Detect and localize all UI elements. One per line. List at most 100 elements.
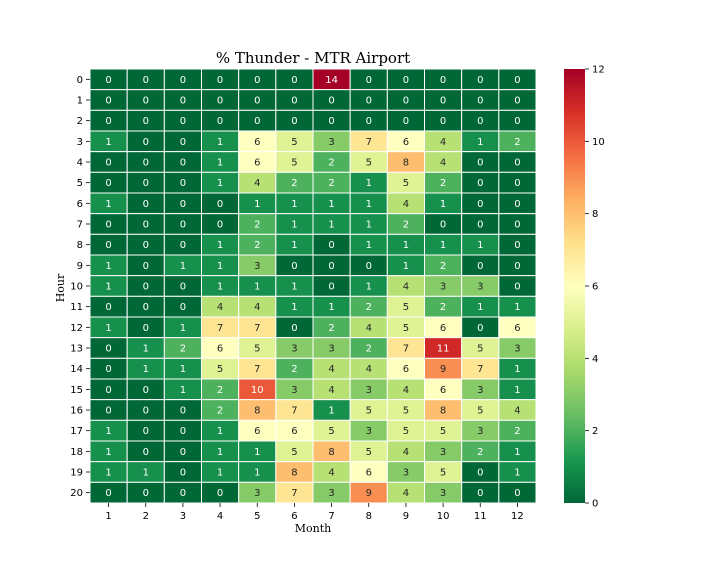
- cell-value-label: 6: [440, 323, 446, 334]
- cell-value-label: 0: [477, 75, 483, 86]
- cell-value-label: 5: [477, 344, 483, 355]
- cell-value-label: 3: [403, 468, 409, 479]
- cell-value-label: 4: [366, 323, 372, 334]
- cell-value-label: 3: [477, 282, 483, 293]
- cell-value-label: 0: [477, 323, 483, 334]
- cell-value-label: 0: [180, 447, 186, 458]
- cell-value-label: 11: [437, 344, 450, 355]
- cell-value-label: 2: [328, 158, 334, 169]
- colorbar-tick-label: 4: [592, 354, 598, 365]
- colorbar-tick-label: 6: [592, 282, 598, 293]
- cell-value-label: 3: [514, 344, 520, 355]
- colorbar-tick-label: 10: [592, 137, 605, 148]
- cell-value-label: 0: [180, 199, 186, 210]
- colorbar-tick-label: 0: [592, 499, 598, 510]
- cell-value-label: 7: [254, 364, 260, 375]
- cell-value-label: 0: [514, 488, 520, 499]
- cell-value-label: 8: [403, 158, 409, 169]
- cell-value-label: 0: [105, 385, 111, 396]
- y-tick-label: 19: [70, 468, 83, 479]
- cell-value-label: 0: [105, 406, 111, 417]
- cell-value-label: 0: [180, 240, 186, 251]
- cell-value-label: 0: [217, 488, 223, 499]
- colorbar-tick-label: 12: [592, 65, 605, 76]
- cell-value-label: 4: [440, 137, 446, 148]
- cell-value-label: 3: [254, 488, 260, 499]
- cell-value-label: 2: [254, 240, 260, 251]
- cell-value-label: 1: [477, 302, 483, 313]
- cell-value-label: 0: [180, 158, 186, 169]
- y-tick-label: 11: [70, 302, 83, 313]
- cell-value-label: 0: [143, 447, 149, 458]
- cell-value-label: 1: [217, 158, 223, 169]
- x-tick-label: 12: [511, 511, 524, 522]
- cell-value-label: 0: [477, 116, 483, 127]
- x-tick-label: 6: [291, 511, 297, 522]
- cell-value-label: 8: [440, 406, 446, 417]
- cell-value-label: 0: [143, 323, 149, 334]
- y-tick-label: 1: [77, 96, 83, 107]
- cell-value-label: 0: [143, 158, 149, 169]
- cell-value-label: 3: [328, 137, 334, 148]
- cell-value-label: 7: [291, 488, 297, 499]
- cell-value-label: 0: [105, 158, 111, 169]
- cell-value-label: 1: [440, 199, 446, 210]
- cell-value-label: 0: [366, 116, 372, 127]
- cell-value-label: 1: [217, 261, 223, 272]
- cell-value-label: 2: [291, 364, 297, 375]
- y-tick-label: 18: [70, 447, 83, 458]
- x-tick-label: 9: [403, 511, 409, 522]
- cell-value-label: 6: [291, 426, 297, 437]
- cell-value-label: 1: [291, 302, 297, 313]
- cell-value-label: 2: [514, 426, 520, 437]
- cell-value-label: 5: [254, 344, 260, 355]
- y-tick-label: 3: [77, 137, 83, 148]
- cell-value-label: 3: [328, 488, 334, 499]
- cell-value-label: 1: [217, 282, 223, 293]
- cell-value-label: 0: [477, 158, 483, 169]
- cell-value-label: 4: [514, 406, 520, 417]
- cell-value-label: 0: [477, 220, 483, 231]
- cell-value-label: 1: [403, 261, 409, 272]
- cell-value-label: 0: [143, 426, 149, 437]
- cell-value-label: 0: [477, 488, 483, 499]
- cell-value-label: 9: [366, 488, 372, 499]
- cell-value-label: 6: [440, 385, 446, 396]
- colorbar: 0 2 4 6 8 10 12: [564, 65, 605, 510]
- cell-value-label: 0: [291, 116, 297, 127]
- x-axis-label: Month: [295, 522, 331, 535]
- cell-value-label: 0: [180, 426, 186, 437]
- cell-value-label: 0: [105, 220, 111, 231]
- cell-value-label: 0: [514, 178, 520, 189]
- cell-value-label: 1: [254, 468, 260, 479]
- cell-value-label: 3: [440, 447, 446, 458]
- cell-value-label: 0: [143, 240, 149, 251]
- cell-value-label: 2: [328, 323, 334, 334]
- chart-title: % Thunder - MTR Airport: [216, 49, 410, 67]
- cell-value-label: 0: [143, 406, 149, 417]
- cell-value-label: 0: [440, 75, 446, 86]
- cell-value-label: 0: [217, 75, 223, 86]
- cell-value-label: 0: [291, 96, 297, 107]
- cell-value-label: 0: [366, 96, 372, 107]
- cell-value-label: 2: [440, 302, 446, 313]
- y-tick-label: 8: [77, 240, 83, 251]
- cell-value-label: 0: [254, 75, 260, 86]
- cell-value-label: 0: [105, 302, 111, 313]
- x-tick-label: 11: [474, 511, 487, 522]
- cell-value-label: 5: [477, 406, 483, 417]
- y-tick-label: 7: [77, 220, 83, 231]
- y-tick-label: 12: [70, 323, 83, 334]
- cell-value-label: 5: [403, 406, 409, 417]
- cell-value-label: 0: [328, 282, 334, 293]
- cell-value-label: 3: [440, 488, 446, 499]
- cell-value-label: 1: [366, 282, 372, 293]
- colorbar-tick-label: 8: [592, 209, 598, 220]
- cell-value-label: 0: [366, 75, 372, 86]
- cell-value-label: 2: [254, 220, 260, 231]
- cell-value-label: 0: [143, 116, 149, 127]
- cell-value-label: 3: [366, 385, 372, 396]
- cell-value-label: 1: [105, 261, 111, 272]
- cell-value-label: 3: [477, 426, 483, 437]
